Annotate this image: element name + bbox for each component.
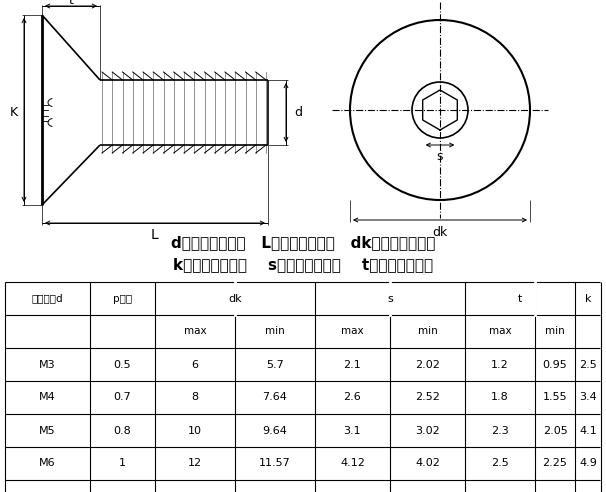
Text: 4.9: 4.9	[579, 459, 597, 468]
Text: 2.5: 2.5	[491, 459, 509, 468]
Text: t: t	[518, 294, 522, 304]
Text: L: L	[151, 228, 159, 242]
Text: 0.8: 0.8	[114, 426, 132, 435]
Text: min: min	[265, 327, 285, 337]
Text: d: d	[294, 106, 302, 119]
Text: M4: M4	[39, 393, 56, 402]
Text: max: max	[184, 327, 206, 337]
Text: 3.4: 3.4	[579, 393, 597, 402]
Text: M6: M6	[39, 459, 56, 468]
Text: M3: M3	[39, 360, 56, 369]
Text: min: min	[418, 327, 438, 337]
Text: 1.8: 1.8	[491, 393, 509, 402]
Text: 2.6: 2.6	[344, 393, 361, 402]
Text: 4.12: 4.12	[340, 459, 365, 468]
Text: max: max	[341, 327, 364, 337]
Text: 2.02: 2.02	[415, 360, 440, 369]
Text: 2.1: 2.1	[344, 360, 361, 369]
Text: p螺距: p螺距	[113, 294, 132, 304]
Text: s: s	[387, 294, 393, 304]
Text: k: k	[585, 294, 591, 304]
Text: 2.5: 2.5	[579, 360, 597, 369]
Text: s: s	[437, 151, 443, 163]
Text: 2.05: 2.05	[542, 426, 567, 435]
Text: 9.64: 9.64	[262, 426, 287, 435]
Text: 公称直径d: 公称直径d	[32, 294, 63, 304]
Text: 0.7: 0.7	[114, 393, 132, 402]
Text: 7.64: 7.64	[262, 393, 287, 402]
Text: 11.57: 11.57	[259, 459, 291, 468]
Text: 2.3: 2.3	[491, 426, 509, 435]
Text: 3.02: 3.02	[415, 426, 440, 435]
Text: max: max	[488, 327, 511, 337]
Text: 6: 6	[191, 360, 199, 369]
Text: K: K	[10, 106, 18, 119]
Text: 3.1: 3.1	[344, 426, 361, 435]
Text: 2.52: 2.52	[415, 393, 440, 402]
Text: 4.1: 4.1	[579, 426, 597, 435]
Text: 8: 8	[191, 393, 199, 402]
Text: k：代表头部厚度    s：代表六角对边    t：代表六角深度: k：代表头部厚度 s：代表六角对边 t：代表六角深度	[173, 257, 433, 273]
Text: min: min	[545, 327, 565, 337]
Text: 1.55: 1.55	[543, 393, 567, 402]
Text: 12: 12	[188, 459, 202, 468]
Text: dk: dk	[228, 294, 242, 304]
Text: 0.5: 0.5	[114, 360, 132, 369]
Text: M5: M5	[39, 426, 56, 435]
Text: 4.02: 4.02	[415, 459, 440, 468]
Text: 1.2: 1.2	[491, 360, 509, 369]
Text: dk: dk	[432, 225, 448, 239]
Text: 10: 10	[188, 426, 202, 435]
Text: d：代表螺纹直径   L：代表螺丝长度   dk：代表头部直径: d：代表螺纹直径 L：代表螺丝长度 dk：代表头部直径	[171, 236, 435, 250]
Text: t: t	[68, 0, 73, 6]
Text: 2.25: 2.25	[542, 459, 567, 468]
Text: 0.95: 0.95	[542, 360, 567, 369]
Text: 5.7: 5.7	[266, 360, 284, 369]
Text: 1: 1	[119, 459, 126, 468]
